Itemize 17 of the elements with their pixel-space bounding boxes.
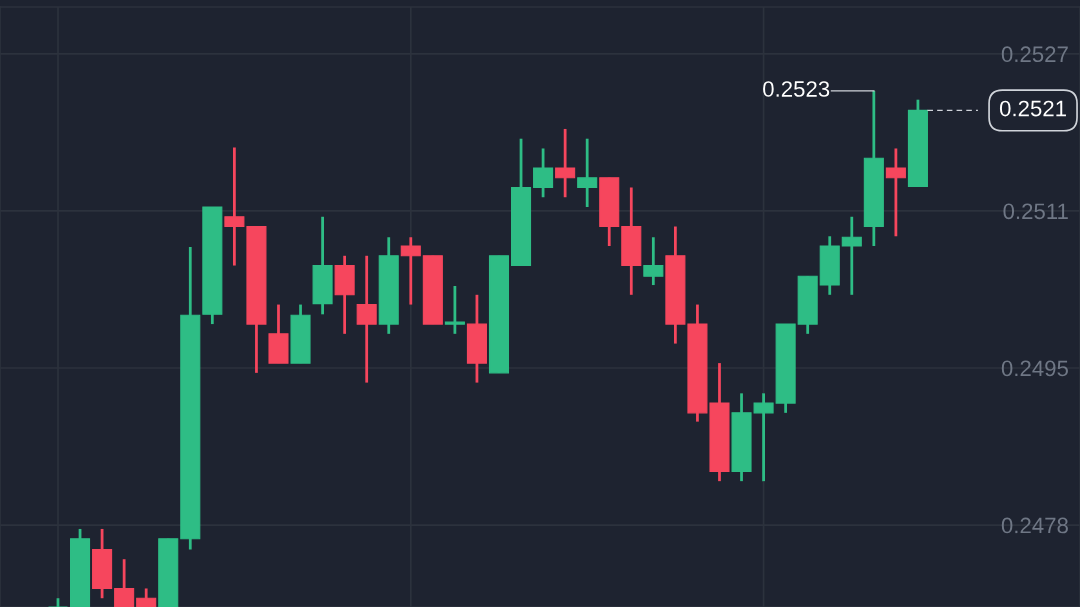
candlestick — [841, 215, 862, 297]
candlestick — [114, 557, 135, 607]
candlestick — [577, 137, 598, 209]
annotation: 0.2523 — [763, 81, 830, 97]
candlestick — [555, 127, 576, 199]
y-tick-label: 0.2495 — [1001, 360, 1068, 377]
candlestick — [356, 254, 377, 384]
candlestick — [643, 235, 664, 287]
ref-line-label: 0.2521 — [999, 100, 1066, 117]
y-tick-label: 0.2511 — [1003, 203, 1068, 220]
candlestick — [885, 147, 906, 238]
y-tick-label: 0.2527 — [1001, 46, 1068, 63]
candlestick — [444, 284, 465, 336]
candlestick — [400, 235, 421, 306]
y-tick-label: 0.2478 — [1001, 517, 1068, 534]
candlestick — [136, 587, 157, 607]
candlestick — [533, 147, 554, 199]
